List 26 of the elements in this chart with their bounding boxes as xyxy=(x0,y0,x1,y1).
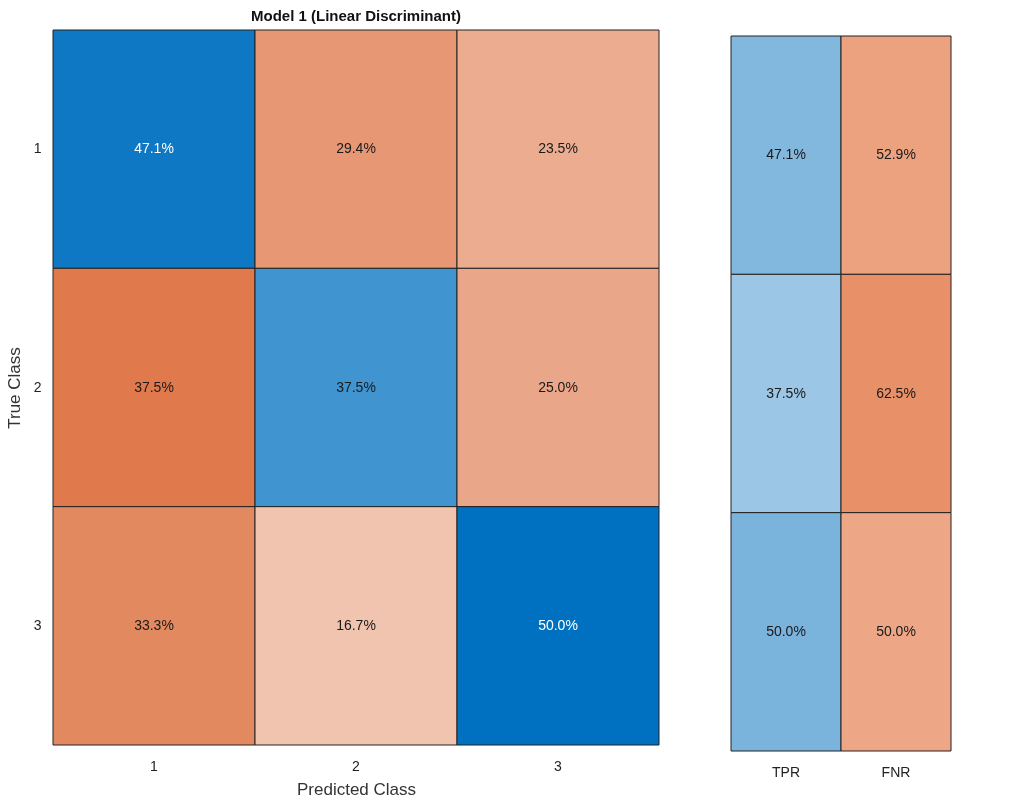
y-tick-label: 3 xyxy=(33,616,42,633)
x-tick-label: 3 xyxy=(554,757,563,774)
x-tick-label: TPR xyxy=(772,763,800,780)
x-tick-label: FNR xyxy=(881,763,911,780)
data-label: 37.5% xyxy=(766,384,806,401)
data-label: 47.1% xyxy=(134,140,174,157)
data-label: 62.5% xyxy=(876,384,916,401)
x-tick-label: 1 xyxy=(150,757,159,774)
data-label: 23.5% xyxy=(538,140,578,157)
data-label: 50.0% xyxy=(538,616,578,633)
data-label: 33.3% xyxy=(134,616,174,633)
x-tick-label: 2 xyxy=(352,757,361,774)
data-label: 50.0% xyxy=(766,622,806,639)
data-label: 25.0% xyxy=(538,378,578,395)
x-axis-title: Predicted Class xyxy=(296,779,417,799)
y-tick-label: 2 xyxy=(33,378,42,395)
data-label: 37.5% xyxy=(134,378,174,395)
y-tick-label: 1 xyxy=(33,140,42,157)
chart-title: Model 1 (Linear Discriminant) xyxy=(250,6,462,24)
data-label: 52.9% xyxy=(876,146,916,163)
data-label: 16.7% xyxy=(336,616,376,633)
data-label: 29.4% xyxy=(336,140,376,157)
data-label: 37.5% xyxy=(336,378,376,395)
data-label: 47.1% xyxy=(766,146,806,163)
data-label: 50.0% xyxy=(876,622,916,639)
y-axis-title: True Class xyxy=(4,347,24,429)
